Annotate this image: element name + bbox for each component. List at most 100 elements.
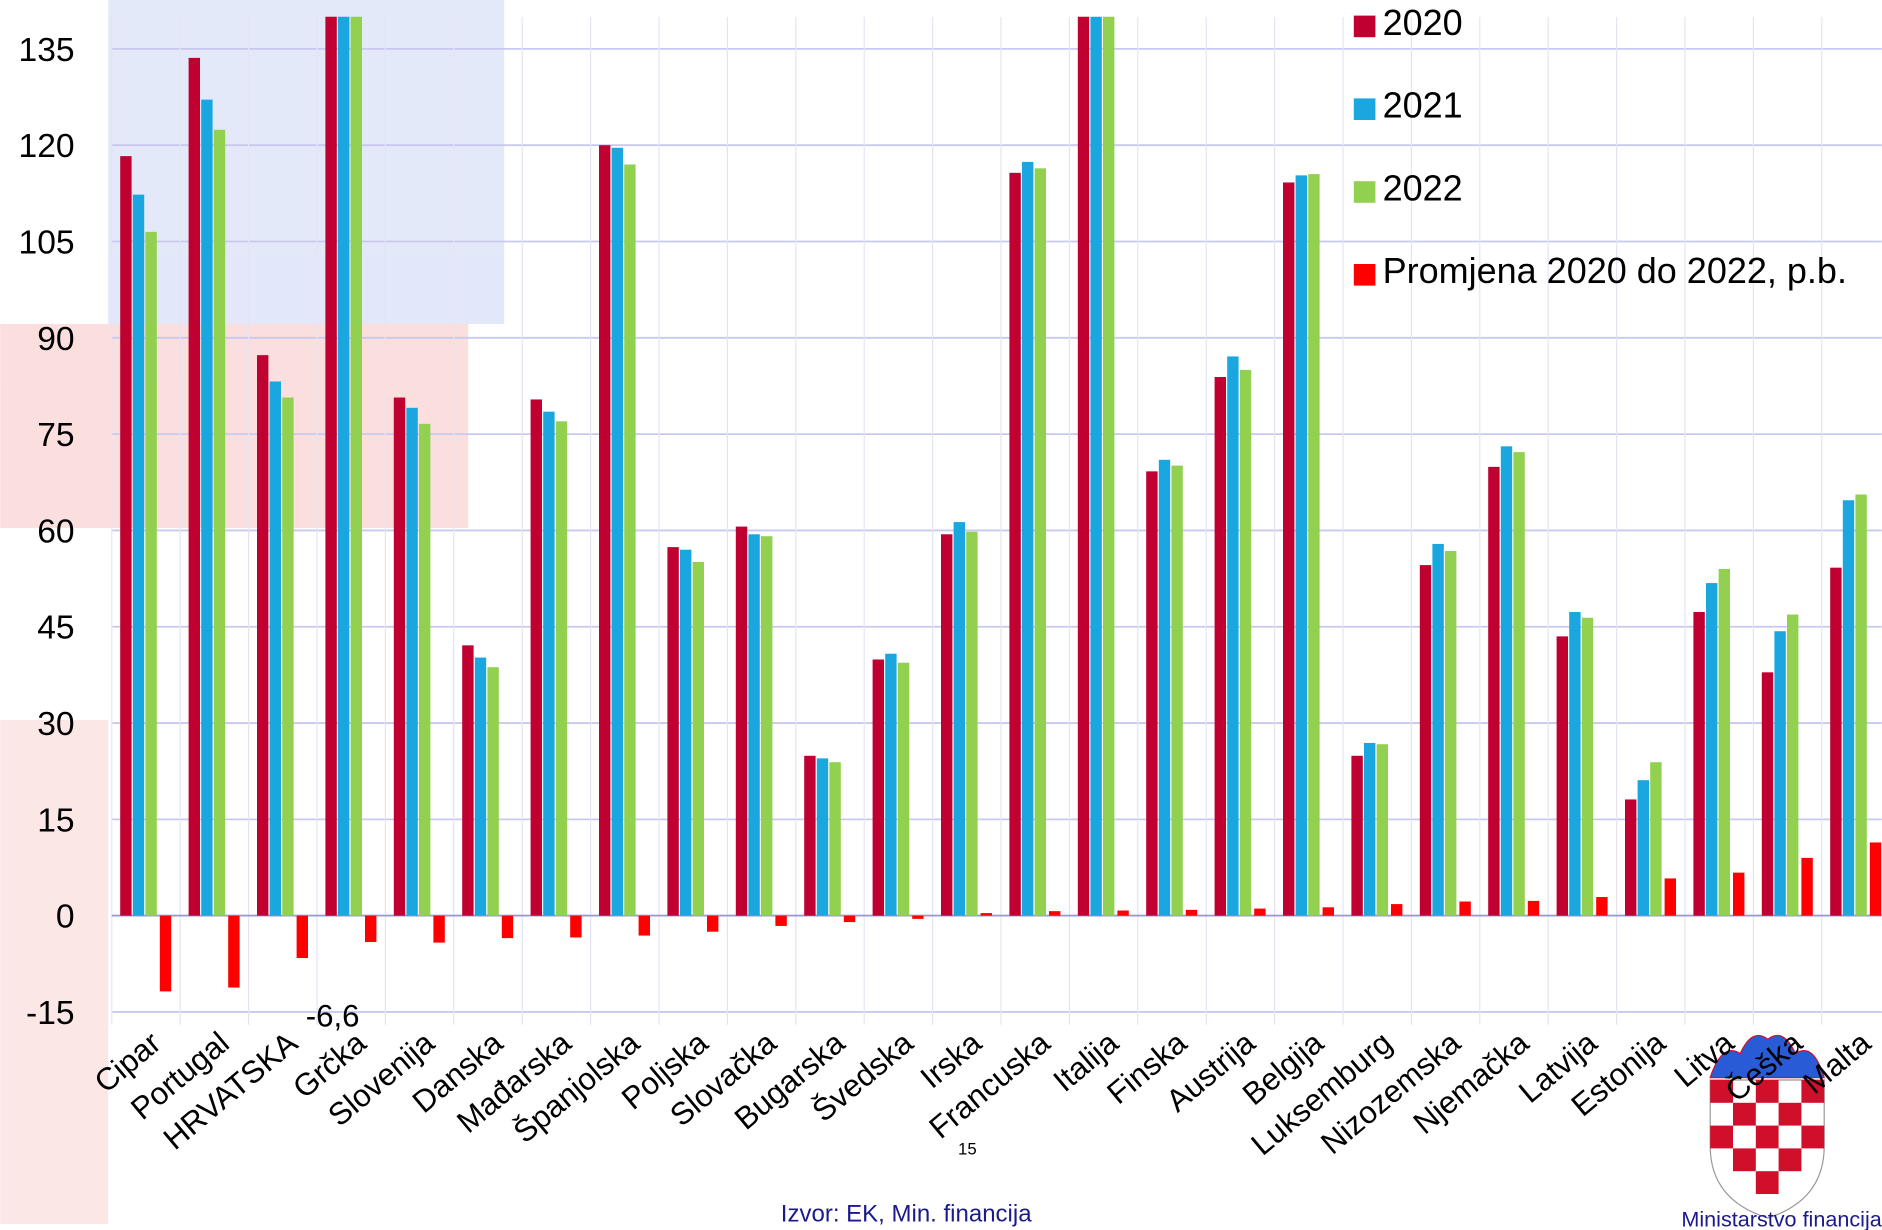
bar [1009, 172, 1021, 916]
bar [1693, 611, 1705, 916]
bar [1239, 369, 1252, 916]
bar [1022, 161, 1034, 916]
bar [543, 411, 555, 916]
coat-of-arms [1709, 1035, 1826, 1219]
y-tick-label: 45 [37, 610, 74, 647]
bar [1214, 376, 1226, 916]
bar [1596, 897, 1608, 916]
bar [120, 156, 132, 916]
bar [1419, 565, 1432, 916]
bar [257, 355, 269, 916]
bar [1774, 631, 1786, 916]
bar [1322, 907, 1334, 916]
bar [1569, 611, 1581, 916]
bar [897, 662, 910, 916]
bar [1556, 636, 1568, 916]
bar [1581, 617, 1594, 916]
bar [1527, 900, 1540, 916]
bar [350, 16, 362, 916]
x-tick-label: Malta [1796, 1025, 1877, 1101]
y-tick-label: -15 [26, 995, 75, 1032]
legend-swatch [1353, 98, 1376, 120]
bar [667, 547, 679, 916]
legend: 2020 2021 2022 Promjena 2020 do 2022, p.b. [1353, 4, 1847, 292]
bar [1801, 857, 1813, 916]
bar [1077, 16, 1090, 916]
bar [1254, 908, 1266, 916]
bar [296, 915, 308, 959]
bar [159, 915, 172, 992]
bar [1034, 168, 1046, 916]
bar [1625, 799, 1637, 916]
bar [1718, 568, 1730, 916]
y-tick-label: 120 [19, 128, 75, 165]
bar [707, 915, 719, 932]
bar [1117, 910, 1129, 916]
bar [269, 381, 281, 916]
bar [1103, 16, 1115, 916]
legend-label: 2022 [1382, 169, 1463, 209]
y-tick-label: 60 [37, 513, 74, 550]
legend-text: 2022 [1382, 169, 1463, 209]
bar [555, 421, 568, 916]
bar [1158, 459, 1171, 916]
y-tick-label: 30 [37, 706, 74, 743]
bar [885, 653, 897, 916]
y-tick-label: 75 [37, 417, 74, 454]
bar [872, 659, 884, 916]
y-tick-label: 105 [19, 225, 75, 262]
bar [1295, 175, 1307, 916]
bar [1432, 543, 1444, 916]
bar [132, 194, 145, 916]
bar [570, 915, 582, 938]
legend-label: 2021 [1382, 86, 1463, 126]
page-number: 15 [958, 1139, 977, 1158]
bar [1283, 182, 1295, 916]
bar [1391, 904, 1403, 916]
bar [325, 16, 337, 916]
bar [1706, 583, 1718, 916]
legend-label: Promjena 2020 do 2022, p.b. [1383, 252, 1847, 292]
bar [611, 147, 623, 916]
legend-swatch [1353, 15, 1376, 38]
bar [1049, 911, 1061, 916]
bar [1830, 567, 1842, 916]
bar [145, 231, 157, 916]
bar [1513, 452, 1525, 916]
bar [1787, 614, 1799, 916]
bar [393, 397, 406, 916]
bar [1351, 755, 1363, 916]
bar [966, 531, 978, 916]
bar [1459, 901, 1471, 916]
bar [474, 657, 487, 916]
bar [599, 145, 611, 916]
bar [829, 762, 841, 916]
bar [1227, 356, 1239, 916]
bar [228, 915, 240, 988]
y-tick-label: 135 [19, 32, 75, 69]
bar [1308, 174, 1320, 916]
bar [941, 534, 953, 916]
bar [433, 915, 445, 943]
bar [1842, 500, 1855, 916]
bar [419, 423, 431, 916]
bar [1664, 878, 1676, 916]
footer: Ministarstvo financija [1681, 1206, 1882, 1230]
y-tick-label: 0 [56, 899, 75, 936]
bar [1869, 842, 1882, 916]
bar [735, 526, 748, 916]
bar [1364, 742, 1376, 916]
bar [1500, 446, 1513, 916]
bar [213, 129, 226, 916]
legend-swatch [1353, 181, 1376, 203]
bar [501, 915, 514, 939]
bar [1146, 471, 1158, 916]
bar [980, 913, 992, 916]
bar [1855, 494, 1867, 916]
bar [761, 536, 773, 916]
legend-swatch [1353, 264, 1376, 286]
bar [804, 755, 816, 916]
legend-text: 2021 [1382, 86, 1463, 126]
bar [624, 164, 636, 916]
